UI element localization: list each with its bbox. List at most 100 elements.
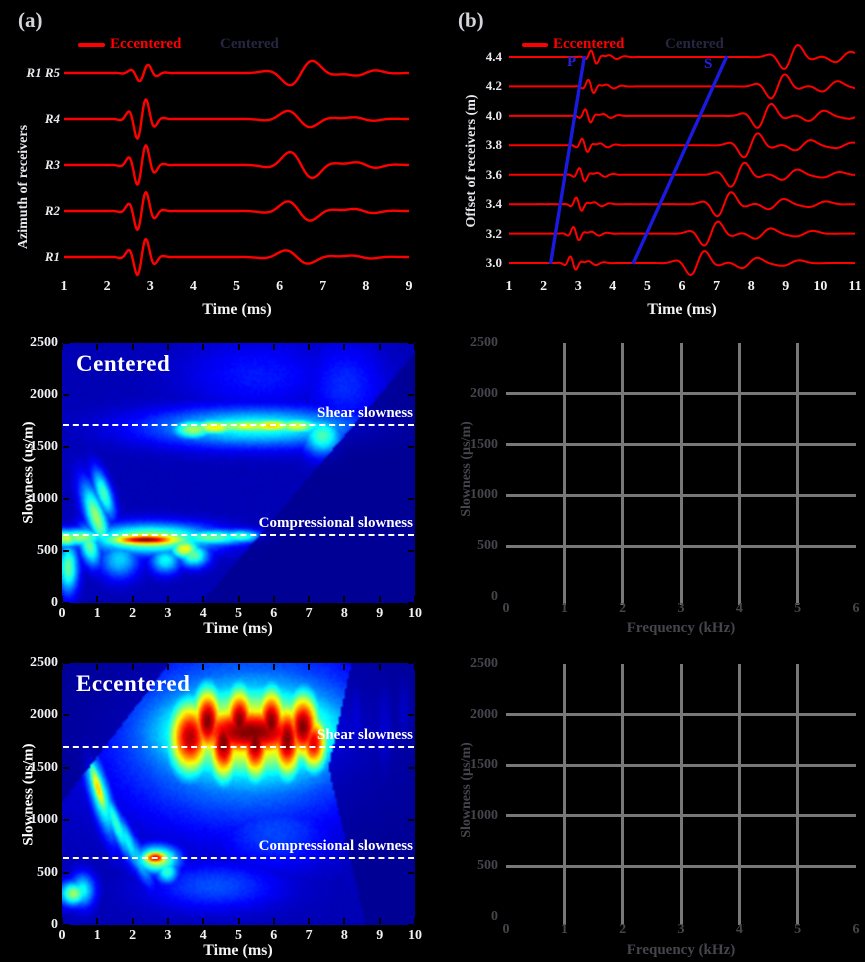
- y-tick-label: 0: [491, 589, 498, 604]
- x-tick-mark: [61, 664, 63, 670]
- y-tick-mark: [408, 602, 414, 604]
- y-tick-label: 1500: [30, 439, 58, 454]
- x-tick-label: 5: [794, 922, 802, 937]
- panel-d-heatmap: [62, 663, 415, 925]
- y-tick-mark: [63, 819, 69, 822]
- panel-d-shear-label: Shear slowness: [317, 727, 413, 743]
- x-tick-label: 5: [235, 606, 242, 621]
- y-tick-mark: [408, 342, 414, 344]
- panel-b-legend-eccentered-label: Eccentered: [553, 36, 625, 52]
- x-tick-mark: [131, 664, 134, 670]
- x-tick-label: 3: [677, 601, 685, 616]
- y-tick-label: 500: [477, 538, 498, 554]
- y-tick-label: 2000: [470, 706, 498, 722]
- x-tick-mark: [166, 596, 169, 602]
- x-tick-mark: [272, 664, 275, 670]
- y-tick-mark: [63, 550, 69, 552]
- x-tick-mark: [202, 664, 205, 670]
- y-tick-mark: [408, 819, 414, 822]
- x-tick-label: 11: [848, 279, 862, 294]
- waveform-trace: [508, 73, 856, 100]
- x-tick-mark: [96, 918, 99, 924]
- y-tick-mark: [408, 766, 414, 769]
- y-tick-label: 0: [51, 595, 58, 610]
- x-tick-label: 2: [540, 279, 548, 294]
- panel-f-ylabel: Slowness (µs/m): [459, 742, 474, 838]
- gridline-horizontal: [506, 713, 856, 717]
- y-tick-label: 1000: [470, 487, 498, 503]
- x-tick-label: 2: [619, 601, 627, 616]
- x-tick-label: 3: [146, 279, 154, 294]
- x-tick-label: 4: [199, 606, 207, 621]
- y-tick-label: 1500: [470, 757, 498, 773]
- x-tick-mark: [237, 918, 240, 924]
- y-tick-mark: [408, 394, 414, 396]
- y-tick-label: 1500: [30, 759, 58, 775]
- x-tick-label: 9: [376, 928, 384, 943]
- x-tick-label: 4: [609, 279, 617, 294]
- x-tick-label: 2: [129, 928, 137, 943]
- panel-b-s-pick-label: S: [704, 56, 713, 72]
- gridline-vertical: [562, 343, 566, 605]
- panel-e-xlabel: Frequency (kHz): [626, 620, 736, 636]
- x-tick-label: 5: [643, 279, 651, 294]
- x-tick-label: 7: [319, 279, 327, 294]
- x-tick-mark: [272, 596, 275, 602]
- waveform-trace: [63, 144, 410, 186]
- x-tick-mark: [378, 664, 381, 670]
- y-tick-mark: [408, 498, 414, 500]
- y-tick-mark: [63, 714, 69, 717]
- waveform-trace: [508, 132, 856, 159]
- trace-label: R2: [44, 203, 60, 218]
- gridline-vertical: [679, 664, 683, 925]
- panel-a-waveform-plot: [63, 59, 410, 277]
- gridline-horizontal: [506, 443, 856, 447]
- y-tick-label: 1000: [30, 491, 58, 506]
- x-tick-mark: [343, 664, 346, 670]
- panel-b-label: (b): [458, 8, 484, 32]
- y-tick-label: 2000: [470, 385, 498, 401]
- panel-c-heatmap: [62, 343, 415, 603]
- y-tick-label: 2000: [30, 387, 58, 402]
- panel-a-label: (a): [18, 8, 43, 32]
- x-tick-label: 9: [782, 279, 790, 294]
- trace-label: 3.0: [485, 255, 502, 270]
- x-tick-mark: [414, 664, 416, 670]
- y-tick-label: 2000: [30, 707, 58, 723]
- x-tick-mark: [414, 344, 416, 350]
- x-tick-label: 4: [199, 928, 207, 943]
- waveform-trace: [508, 44, 856, 70]
- panel-a-legend-centered-label: Centered: [220, 36, 279, 52]
- gridline-vertical: [679, 343, 683, 605]
- y-tick-mark: [63, 871, 69, 874]
- x-tick-mark: [272, 344, 275, 350]
- gridline-horizontal: [506, 864, 856, 868]
- x-tick-label: 1: [560, 922, 568, 937]
- waveform-trace: [508, 220, 856, 247]
- x-tick-mark: [202, 596, 205, 602]
- x-tick-label: 6: [270, 606, 278, 621]
- y-tick-label: 0: [491, 909, 498, 924]
- panel-a-xlabel: Time (ms): [202, 301, 272, 318]
- waveform-trace: [508, 250, 856, 276]
- panel-b-xlabel: Time (ms): [647, 301, 717, 318]
- y-tick-mark: [408, 714, 414, 717]
- p-pick-line: [548, 55, 587, 265]
- panel-b-legend-centered-label: Centered: [665, 36, 724, 52]
- x-tick-mark: [61, 344, 63, 350]
- y-tick-label: 2500: [470, 656, 498, 671]
- y-tick-label: 1000: [470, 807, 498, 823]
- trace-label: 4.0: [485, 107, 502, 123]
- x-tick-label: 5: [233, 279, 240, 294]
- x-tick-label: 7: [713, 279, 721, 294]
- trace-label: R1: [44, 249, 60, 264]
- x-tick-mark: [166, 918, 169, 924]
- panel-c-shear-line: [63, 424, 414, 426]
- x-tick-mark: [414, 596, 416, 602]
- x-tick-label: 6: [852, 601, 860, 616]
- x-tick-label: 6: [276, 279, 284, 294]
- x-tick-mark: [378, 918, 381, 924]
- panel-c-xlabel: Time (ms): [203, 620, 273, 637]
- x-tick-mark: [308, 664, 311, 670]
